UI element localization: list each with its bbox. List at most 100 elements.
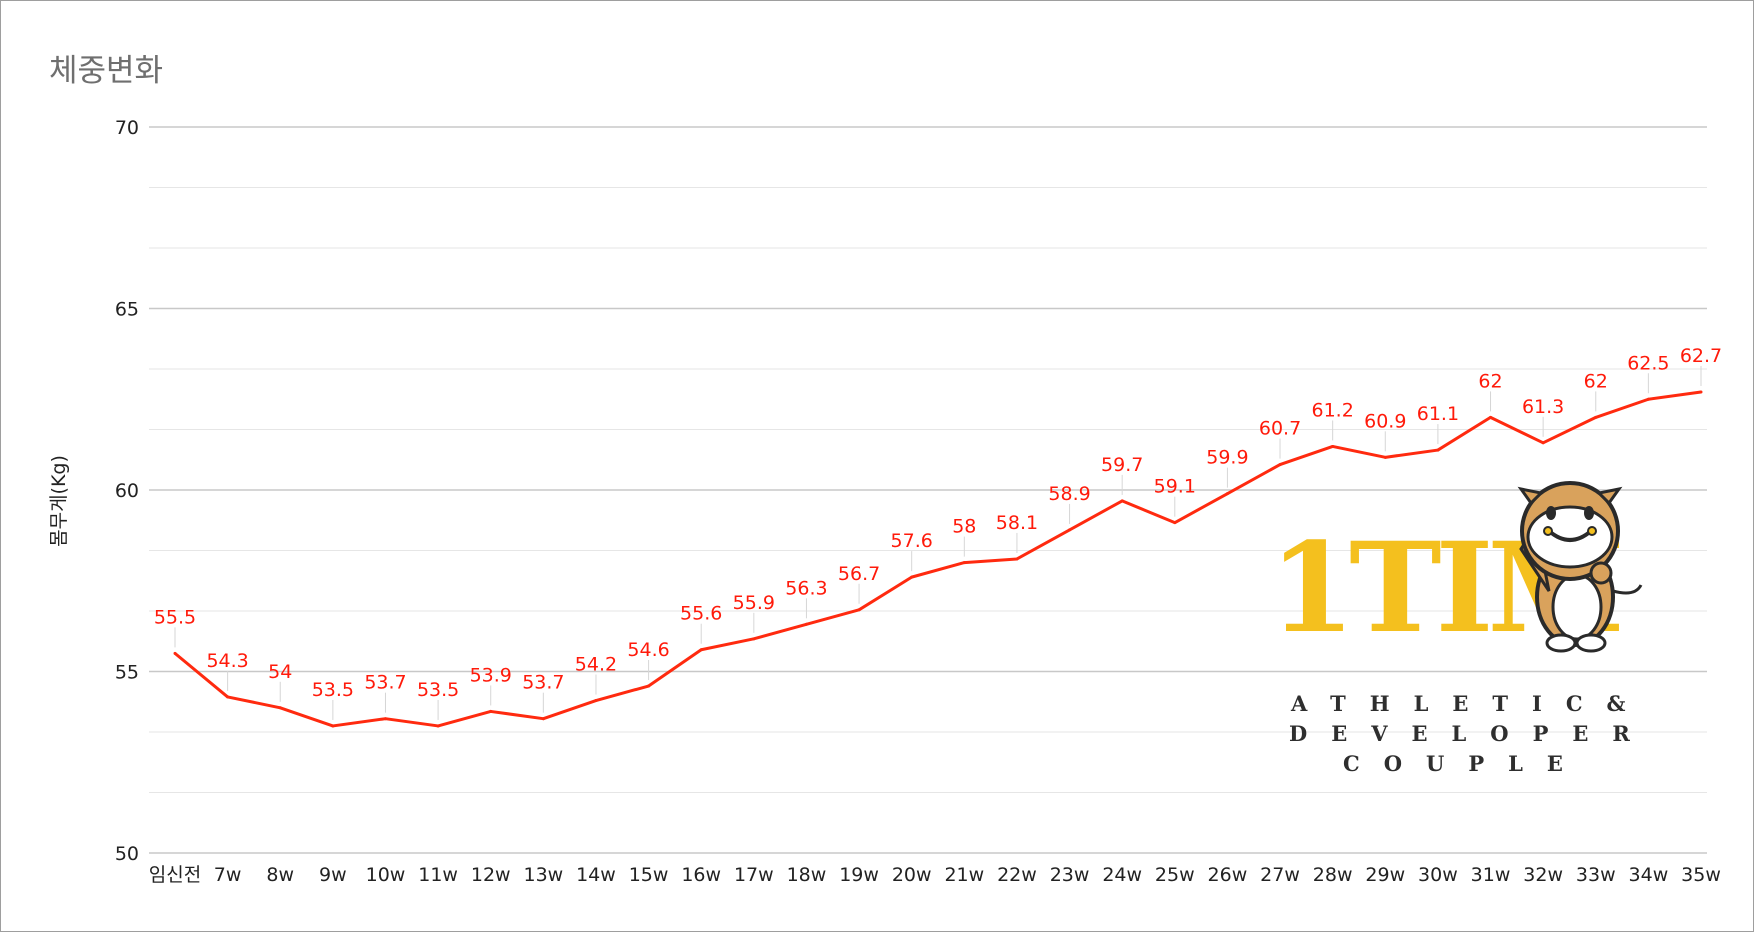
y-axis-label: 몸무게(Kg) [48,455,70,547]
data-point [331,724,335,728]
x-tick-label: 35w [1681,864,1721,886]
data-point [699,648,703,652]
x-tick-label: 29w [1365,864,1405,886]
y-tick-label: 70 [115,117,139,139]
data-point [910,575,914,579]
data-point [804,622,808,626]
data-point [1646,397,1650,401]
data-point [857,608,861,612]
data-label: 53.5 [312,679,354,701]
data-label: 56.7 [838,563,880,585]
data-points [173,390,1703,728]
data-label: 54.2 [575,654,617,676]
y-tick-label: 55 [115,662,139,684]
data-point [173,651,177,655]
data-point [1120,499,1124,503]
data-label: 60.9 [1364,410,1406,432]
data-label: 62.5 [1627,352,1669,374]
watermark-tagline: ATHLETIC& DEVELOPER COUPLE [1289,691,1654,776]
data-label: 58 [952,516,976,538]
x-tick-label: 10w [366,864,406,886]
x-tick-label: 7w [214,864,242,886]
x-tick-label: 19w [839,864,879,886]
x-tick-label: 32w [1523,864,1563,886]
x-tick-label: 13w [523,864,563,886]
x-tick-label: 11w [418,864,458,886]
data-point [541,717,545,721]
data-label: 53.7 [522,672,564,694]
data-point [594,699,598,703]
data-label: 54 [268,661,292,683]
tagline-line-2: DEVELOPER [1289,721,1654,746]
x-tick-label: 15w [629,864,669,886]
data-point [226,695,230,699]
y-axis-ticks: 50 55 60 65 70 [115,117,139,865]
data-label: 59.1 [1154,476,1196,498]
data-point [278,706,282,710]
x-tick-label: 12w [471,864,511,886]
x-axis-ticks: 임신전 7w 8w 9w 10w 11w 12w 13w 14w 15w 16w 17w 18w 19w 2… [149,864,1721,886]
x-tick-label: 21w [944,864,984,886]
cow-mascot-icon [1517,481,1643,653]
watermark: 1TIM ATHLETIC& DEVE [1269,481,1654,776]
data-point [1278,463,1282,467]
x-tick-label: 8w [266,864,294,886]
data-label: 53.5 [417,679,459,701]
data-label: 53.9 [470,664,512,686]
data-label: 55.9 [733,592,775,614]
data-label: 57.6 [891,530,933,552]
data-label: 60.7 [1259,418,1301,440]
chart-title: 체중변화 [49,53,164,89]
data-point [383,717,387,721]
data-point [489,709,493,713]
data-label: 59.9 [1206,447,1248,469]
data-point [962,561,966,565]
data-label: 59.7 [1101,454,1143,476]
x-tick-label: 9w [319,864,347,886]
data-label: 58.9 [1048,483,1090,505]
data-point [1015,557,1019,561]
x-tick-label: 31w [1471,864,1511,886]
x-tick-label: 24w [1102,864,1142,886]
x-tick-label: 23w [1050,864,1090,886]
data-point [1225,492,1229,496]
data-point [1068,528,1072,532]
data-label: 54.3 [206,650,248,672]
x-tick-label: 14w [576,864,616,886]
data-labels: 55.5 54.3 54 53.5 53.7 53.5 53.9 53.7 54.2 54.6 55… [154,345,1722,701]
x-tick-label: 27w [1260,864,1300,886]
data-label: 56.3 [785,577,827,599]
data-point [1541,441,1545,445]
data-point [1173,521,1177,525]
tagline-line-1: ATHLETIC& [1290,691,1650,716]
x-tick-label: 22w [997,864,1037,886]
series-line [174,390,1702,728]
data-label-leaders [174,365,1702,720]
x-tick-label: 임신전 [149,864,201,886]
x-tick-label: 30w [1418,864,1458,886]
data-label: 54.6 [627,639,669,661]
x-tick-label: 20w [892,864,932,886]
data-point [752,637,756,641]
data-label: 61.1 [1417,403,1459,425]
tagline-line-3: COUPLE [1343,751,1587,776]
data-label: 53.7 [364,672,406,694]
data-label: 58.1 [996,512,1038,534]
x-tick-label: 28w [1313,864,1353,886]
data-point [1594,415,1598,419]
data-point [1699,390,1703,394]
x-tick-label: 18w [787,864,827,886]
x-tick-label: 16w [681,864,721,886]
data-label: 61.3 [1522,396,1564,418]
x-tick-label: 34w [1629,864,1669,886]
y-tick-label: 50 [115,843,139,865]
data-point [1383,455,1387,459]
data-label: 62.7 [1680,345,1722,367]
y-tick-label: 60 [115,480,139,502]
x-tick-label: 25w [1155,864,1195,886]
data-label: 62 [1478,370,1502,392]
data-point [1489,415,1493,419]
x-tick-label: 33w [1576,864,1616,886]
data-label: 55.6 [680,603,722,625]
grid-lines [149,126,1707,854]
